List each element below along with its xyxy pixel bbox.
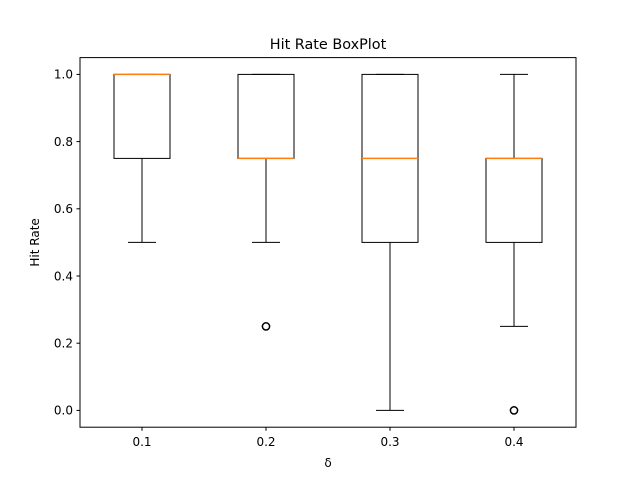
outlier-point <box>261 322 271 331</box>
y-tick-label: 0.8 <box>54 135 73 149</box>
box-group <box>485 73 543 415</box>
box-group <box>237 73 295 331</box>
x-tick-label: 0.4 <box>504 435 523 449</box>
box-group <box>361 73 419 411</box>
axes-frame <box>79 57 577 428</box>
x-axis: 0.1 0.2 0.3 0.4 <box>132 427 524 449</box>
y-tick-label: 0.4 <box>54 269 73 283</box>
x-tick-label: 0.2 <box>256 435 275 449</box>
y-tick-label: 0.6 <box>54 202 73 216</box>
y-axis: 0.0 0.2 0.4 0.6 0.8 1.0 <box>54 68 80 418</box>
box-iqr <box>113 73 171 159</box>
x-axis-label: δ <box>324 456 331 470</box>
plot-area <box>113 73 543 415</box>
y-tick-label: 0.0 <box>54 404 73 418</box>
x-tick-label: 0.3 <box>380 435 399 449</box>
y-axis-label: Hit Rate <box>28 218 42 266</box>
y-tick-label: 0.2 <box>54 337 73 351</box>
chart-title: Hit Rate BoxPlot <box>270 37 387 53</box>
outlier-point <box>509 406 519 415</box>
y-tick-label: 1.0 <box>54 68 73 82</box>
box-iqr <box>485 157 543 243</box>
box-group <box>113 73 171 243</box>
box-iqr <box>237 73 295 159</box>
x-tick-label: 0.1 <box>132 435 151 449</box>
